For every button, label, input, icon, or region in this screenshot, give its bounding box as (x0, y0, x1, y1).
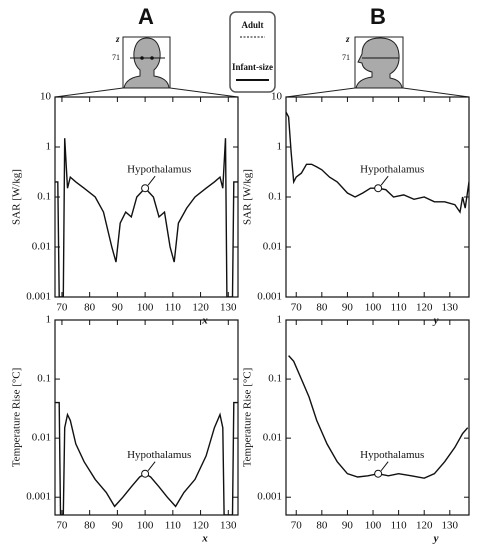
x-tick-label: 80 (84, 302, 96, 314)
x-tick-label: 80 (84, 520, 96, 532)
y-tick-label: 0.01 (32, 432, 51, 444)
x-tick-label: 120 (192, 520, 209, 532)
x-tick-label: 120 (192, 302, 209, 314)
head-shape (355, 37, 403, 89)
head-level-label: 71 (112, 53, 120, 62)
annotation-text: Hypothalamus (360, 449, 424, 461)
x-tick-label: 130 (442, 520, 459, 532)
y-tick-label: 0.01 (32, 241, 51, 253)
x-tick-label: 130 (220, 302, 237, 314)
zoom-line (54, 87, 124, 98)
annotation-text: Hypothalamus (360, 164, 424, 176)
y-tick-label: 1 (46, 141, 52, 153)
x-tick-label: 70 (56, 302, 68, 314)
legend-label: Adult (241, 20, 263, 30)
x-tick-label: 110 (165, 520, 182, 532)
head-front: z 71 (54, 34, 239, 98)
y-tick-label: 0.01 (263, 241, 282, 253)
x-tick-label: 130 (442, 302, 459, 314)
annotation-leader (380, 461, 389, 472)
y-axis-label: SAR [W/kg] (242, 169, 254, 225)
y-tick-label: 0.1 (37, 191, 51, 203)
x-tick-label: 130 (220, 520, 237, 532)
head-level-label: 71 (342, 53, 350, 62)
head-shape (123, 37, 170, 89)
y-tick-label: 0.1 (268, 191, 282, 203)
x-axis-label: x (201, 533, 208, 545)
annotation-text: Hypothalamus (127, 164, 191, 176)
zoom-line (285, 87, 356, 98)
y-tick-label: 10 (40, 91, 52, 103)
annotation-marker (141, 469, 150, 478)
data-line (55, 138, 238, 297)
head-side: z 71 (285, 34, 470, 98)
plot-frame (54, 319, 239, 516)
zoom-line (169, 87, 239, 98)
head-axis: z (345, 34, 350, 44)
x-tick-label: 110 (165, 302, 182, 314)
annotation-marker (374, 469, 383, 478)
y-tick-label: 0.01 (263, 432, 282, 444)
annotation-marker (141, 184, 150, 193)
y-tick-label: 1 (46, 314, 52, 326)
annotation-marker (374, 184, 383, 193)
annotation-leader (147, 175, 156, 186)
y-tick-label: 0.1 (37, 373, 51, 385)
x-tick-label: 100 (137, 302, 154, 314)
panel-label: A (138, 4, 154, 29)
y-tick-label: 0.001 (257, 291, 282, 303)
x-tick-label: 80 (316, 302, 328, 314)
x-tick-label: 100 (365, 520, 382, 532)
y-tick-label: 0.001 (26, 291, 51, 303)
y-tick-label: 0.001 (26, 491, 51, 503)
y-tick-label: 0.001 (257, 491, 282, 503)
annotation-leader (380, 175, 389, 186)
x-tick-label: 80 (316, 520, 328, 532)
x-tick-label: 70 (291, 520, 303, 532)
x-tick-label: 90 (112, 302, 124, 314)
y-axis-label: Temperature Rise [°C] (11, 368, 23, 468)
x-tick-label: 100 (137, 520, 154, 532)
legend-label: Infant-size (232, 62, 273, 72)
x-tick-label: 70 (56, 520, 68, 532)
y-axis-label: SAR [W/kg] (11, 169, 23, 225)
data-line (288, 355, 469, 479)
x-axis-label: y (432, 533, 439, 545)
zoom-line (402, 87, 470, 98)
y-axis-label: Temperature Rise [°C] (242, 368, 254, 468)
y-tick-label: 10 (271, 91, 283, 103)
x-tick-label: 90 (342, 302, 354, 314)
head-axis: z (115, 34, 120, 44)
panel-label: B (370, 4, 386, 29)
x-tick-label: 90 (112, 520, 124, 532)
x-tick-label: 110 (391, 520, 408, 532)
plot-frame (285, 319, 470, 516)
x-tick-label: 100 (365, 302, 382, 314)
x-tick-label: 70 (291, 302, 303, 314)
chart: 1 0.1 0.01 0.001 70 80 90 100 110 120 130 x Temperat… (11, 314, 239, 545)
x-tick-label: 120 (416, 302, 433, 314)
plot-frame (54, 96, 239, 298)
data-line (286, 111, 469, 214)
y-tick-label: 1 (277, 314, 283, 326)
annotation-leader (147, 461, 156, 472)
y-tick-label: 1 (277, 141, 283, 153)
x-tick-label: 110 (391, 302, 408, 314)
legend-box (229, 11, 276, 93)
y-tick-label: 0.1 (268, 373, 282, 385)
eye (150, 56, 154, 60)
annotation-text: Hypothalamus (127, 449, 191, 461)
plot-frame (285, 96, 470, 298)
legend: Adult Infant-size (229, 11, 276, 93)
x-tick-label: 90 (342, 520, 354, 532)
x-tick-label: 120 (416, 520, 433, 532)
eye (140, 56, 144, 60)
